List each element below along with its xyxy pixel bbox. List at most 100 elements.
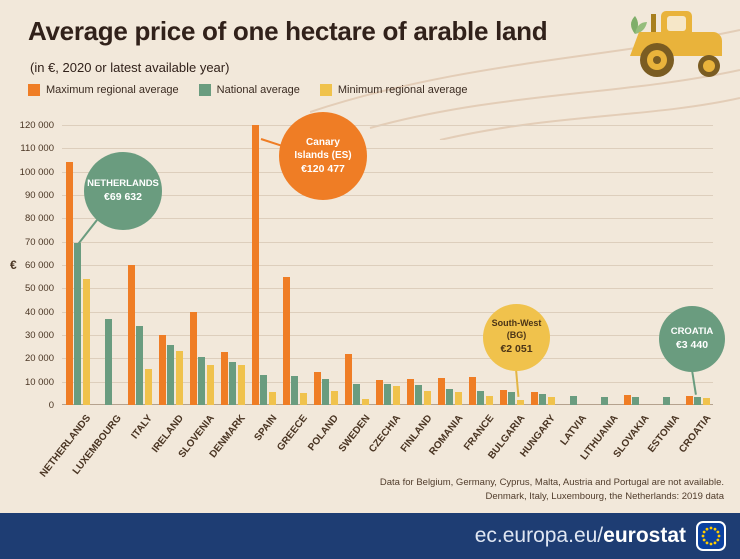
bar (74, 243, 81, 405)
bar (322, 379, 329, 405)
bar (176, 351, 183, 405)
gridline (62, 265, 713, 266)
plot-area (62, 125, 713, 405)
bar (300, 393, 307, 405)
bar (508, 392, 515, 405)
y-tick-label: 0 (48, 400, 54, 411)
bar (531, 392, 538, 405)
footnote-line: Data for Belgium, Germany, Cyprus, Malta… (379, 477, 724, 488)
gridline (62, 148, 713, 150)
bar (221, 352, 228, 405)
footer-url-bold: eurostat (603, 524, 686, 547)
callout-netherlands: NETHERLANDS €69 632 (84, 152, 162, 230)
legend-label: National average (216, 84, 300, 96)
legend-swatch (28, 84, 40, 96)
bar (136, 326, 143, 405)
bar (548, 397, 555, 405)
bar (415, 385, 422, 405)
y-tick-label: 10 000 (24, 376, 54, 388)
bar (393, 386, 400, 405)
callout-croatia: CROATIA €3 440 (659, 306, 725, 372)
x-axis-label: GREECE (275, 413, 311, 454)
footer-bar: ec.europa.eu/eurostat (0, 513, 740, 559)
y-tick-label: 80 000 (24, 213, 54, 225)
callout-value: €120 477 (301, 162, 345, 175)
bar (345, 354, 352, 405)
bar (570, 396, 577, 405)
bar (362, 399, 369, 405)
bar (624, 395, 631, 405)
bar (66, 162, 73, 405)
bar (455, 392, 462, 405)
bar (190, 312, 197, 405)
bar (500, 390, 507, 405)
bar (145, 369, 152, 405)
legend-label: Minimum regional average (337, 84, 468, 96)
bar (663, 397, 670, 405)
y-tick-label: 90 000 (24, 190, 54, 201)
gridline (62, 358, 713, 360)
eu-flag-icon (696, 521, 726, 551)
callout-label: CROATIA (670, 325, 714, 337)
gridline (62, 311, 713, 313)
bar (376, 380, 383, 405)
bar (159, 335, 166, 405)
y-tick-label: 20 000 (24, 353, 54, 365)
bar (283, 277, 290, 405)
tractor-icon (630, 11, 722, 77)
bar (601, 397, 608, 405)
bar (446, 389, 453, 405)
bar (128, 265, 135, 405)
gridline (62, 195, 713, 196)
x-axis-label: SPAIN (252, 413, 280, 444)
x-axis-label: CROATIA (676, 413, 714, 456)
x-axis-label: ITALY (129, 413, 156, 442)
bar (252, 125, 259, 405)
gridline (62, 335, 713, 336)
y-tick-label: 40 000 (24, 306, 54, 318)
legend-swatch (319, 84, 332, 96)
gridline (62, 125, 713, 126)
chart-legend: Maximum regional average National average… (28, 84, 467, 96)
bar (314, 372, 321, 405)
bar (632, 397, 639, 405)
callout-canary-islands: Canary Islands (ES) €120 477 (279, 112, 367, 200)
y-tick-label: 110 000 (20, 143, 54, 155)
bar (291, 376, 298, 405)
y-tick-label: 70 000 (24, 236, 54, 248)
bar (353, 384, 360, 405)
callout-label: (BG) (506, 330, 527, 341)
footnotes: Data for Belgium, Germany, Cyprus, Malta… (380, 476, 724, 504)
gridline (62, 218, 713, 220)
legend-label: Maximum regional average (46, 84, 179, 96)
bar (469, 377, 476, 405)
bar (477, 391, 484, 405)
legend-item: Maximum regional average (28, 84, 179, 96)
bar (269, 392, 276, 405)
legend-item: National average (198, 84, 300, 96)
footer-url-prefix: ec.europa.eu/ (474, 524, 604, 547)
bar (686, 396, 693, 405)
bar (207, 365, 214, 405)
y-tick-label: 120 000 (19, 120, 54, 131)
gridline (62, 241, 713, 243)
bar (229, 362, 236, 405)
bar (198, 357, 205, 405)
y-tick-label: 50 000 (24, 283, 54, 295)
callout-south-west-bg: South-West (BG) €2 051 (483, 304, 550, 371)
bar (517, 400, 524, 405)
bar (407, 379, 414, 405)
bar (486, 396, 493, 405)
bar (238, 365, 245, 405)
bar (539, 394, 546, 405)
legend-item: Minimum regional average (319, 84, 468, 96)
bar (260, 375, 267, 405)
callout-label: Canary (306, 136, 340, 148)
bar (694, 397, 701, 405)
bar (703, 398, 710, 405)
legend-swatch (198, 84, 211, 96)
callout-value: €69 632 (104, 190, 142, 203)
gridline (62, 171, 713, 173)
page-subtitle: (in €, 2020 or latest available year) (30, 60, 230, 75)
